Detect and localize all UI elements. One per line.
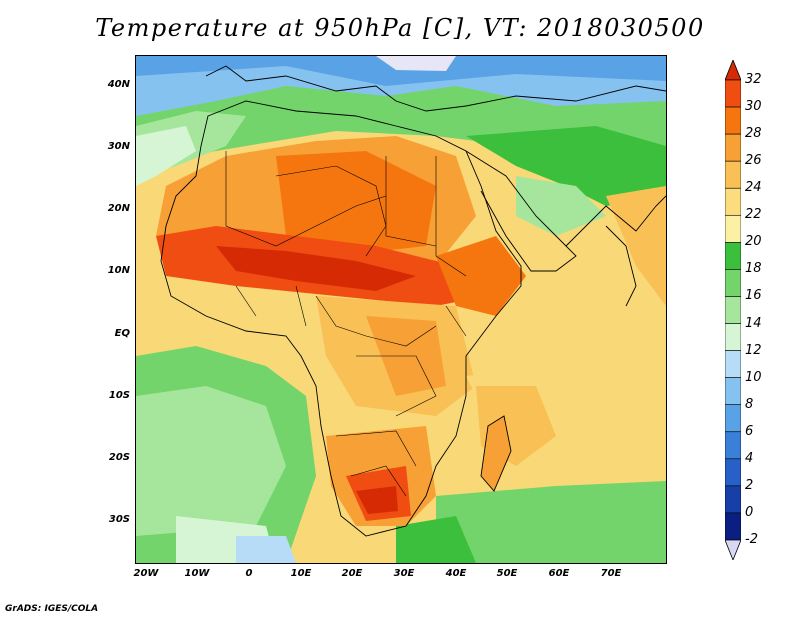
lat-label-20n: 20N	[107, 203, 130, 214]
lon-label-20w: 20W	[133, 568, 159, 579]
country-borders	[225, 151, 467, 497]
credit-text: GrADS: IGES/COLA	[5, 604, 99, 614]
colorbar-bottom-arrow	[725, 539, 741, 560]
colorbar-label: 0	[745, 504, 754, 520]
colorbar-box	[725, 404, 741, 433]
colorbar-label: 30	[745, 99, 762, 115]
colorbar-label: 8	[745, 396, 754, 412]
lon-label-50e: 50E	[496, 568, 518, 579]
lat-label-30s: 30S	[108, 514, 130, 525]
colorbar-label: 10	[745, 369, 762, 385]
map-title: Temperature at 950hPa [C], VT: 201803050…	[95, 14, 705, 42]
lat-label-10n: 10N	[107, 265, 130, 276]
colorbar-label: 6	[745, 423, 754, 439]
colorbar-label: 24	[745, 180, 762, 196]
colorbar-label: 4	[745, 450, 754, 466]
coastlines	[160, 65, 666, 537]
temperature-map	[135, 55, 667, 564]
colorbar-box	[725, 133, 741, 162]
colorbar-label: 2	[745, 477, 754, 493]
lon-label-10w: 10W	[184, 568, 210, 579]
colorbar-label: 22	[745, 207, 762, 223]
colorbar-label: 14	[745, 315, 762, 331]
lat-label-eq: EQ	[114, 328, 130, 339]
lon-label-10e: 10E	[290, 568, 312, 579]
colorbar-label: 32	[745, 72, 762, 87]
lon-label-20e: 20E	[341, 568, 363, 579]
colorbar-label: 12	[745, 342, 762, 358]
colorbar-box	[725, 350, 741, 378]
colorbar-box	[725, 214, 741, 243]
colorbar-label: 16	[745, 288, 762, 304]
colorbar-box	[725, 160, 741, 189]
colorbar-box	[725, 296, 741, 324]
temperature-field	[136, 56, 666, 563]
colorbar-box	[725, 269, 741, 297]
lat-label-40n: 40N	[107, 79, 130, 90]
colorbar-box	[725, 512, 741, 541]
colorbar	[725, 60, 741, 560]
colorbar-label: 26	[745, 153, 762, 169]
colorbar-label: -2	[745, 532, 758, 547]
colorbar-box	[725, 431, 741, 460]
colorbar-box	[725, 242, 741, 270]
colorbar-box	[725, 106, 741, 135]
lat-label-10s: 10S	[108, 390, 130, 401]
colorbar-box	[725, 79, 741, 108]
lat-label-20s: 20S	[108, 452, 130, 463]
lon-label-60e: 60E	[548, 568, 570, 579]
colorbar-top-arrow	[725, 60, 741, 81]
lon-label-70e: 70E	[600, 568, 622, 579]
colorbar-box	[725, 485, 741, 514]
lat-label-30n: 30N	[107, 141, 130, 152]
colorbar-label: 18	[745, 261, 762, 277]
colorbar-box	[725, 377, 741, 406]
colorbar-box	[725, 323, 741, 351]
colorbar-label: 20	[745, 234, 762, 250]
colorbar-box	[725, 187, 741, 216]
lon-label-0: 0	[245, 568, 253, 579]
colorbar-label: 28	[745, 126, 762, 142]
lon-label-30e: 30E	[393, 568, 415, 579]
colorbar-box	[725, 458, 741, 487]
lon-label-40e: 40E	[445, 568, 467, 579]
